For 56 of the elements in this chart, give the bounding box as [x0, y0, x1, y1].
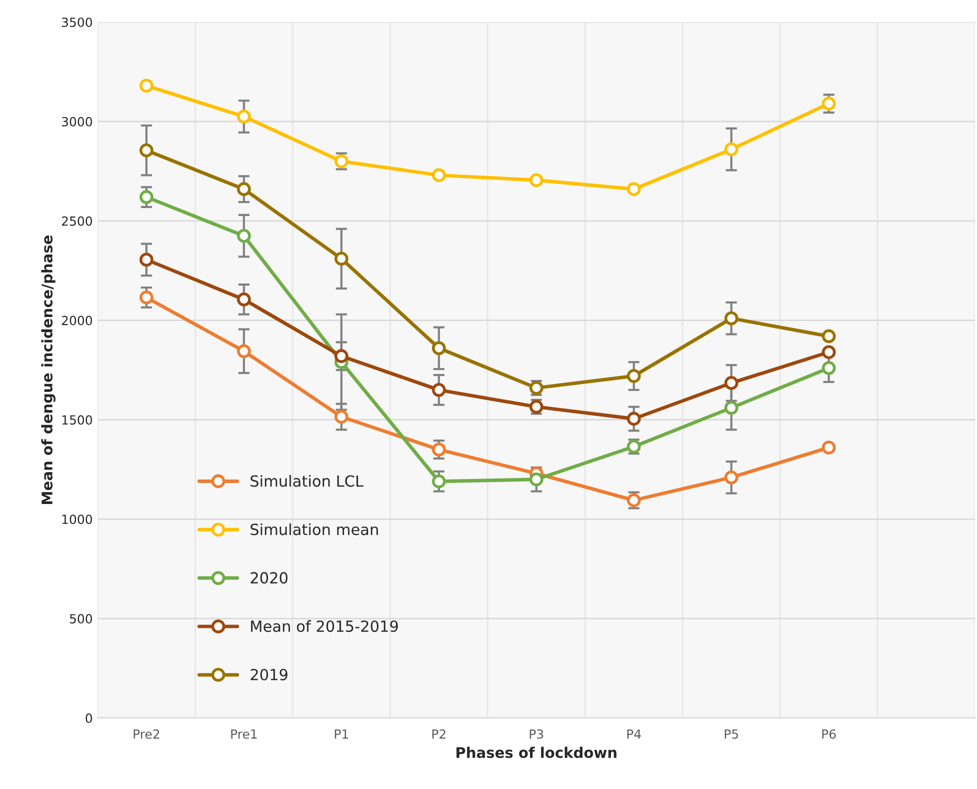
point [432, 442, 446, 457]
legend-label: Simulation LCL [250, 474, 364, 487]
point [529, 472, 544, 486]
x-tick-label: P6 [822, 729, 836, 739]
point [529, 173, 544, 188]
y-tick-label: 500 [70, 614, 92, 624]
y-tick-label: 3500 [62, 18, 92, 28]
point [236, 182, 251, 196]
point [822, 329, 836, 344]
point [432, 168, 446, 182]
point [236, 292, 251, 306]
y-tick-label: 2000 [62, 316, 92, 326]
point [724, 470, 738, 484]
point [334, 349, 348, 364]
point [822, 96, 836, 111]
point [334, 252, 348, 266]
point [139, 190, 154, 204]
point [236, 110, 251, 124]
y-tick-label: 3000 [62, 116, 92, 126]
x-tick-label: Pre2 [134, 729, 160, 739]
point [626, 412, 641, 426]
point [822, 440, 836, 455]
y-tick-label: 2500 [62, 216, 92, 226]
point [334, 410, 348, 424]
x-tick-label: P4 [627, 729, 641, 739]
point [724, 311, 738, 326]
point [822, 345, 836, 360]
point [432, 382, 446, 397]
x-axis-title: Phases of lockdown [456, 746, 616, 758]
point [139, 290, 154, 304]
x-tick-label: P1 [334, 729, 348, 739]
point [139, 143, 154, 158]
point [626, 182, 641, 196]
x-tick-label: Pre1 [231, 729, 257, 739]
legend-label: Mean of 2015-2019 [251, 620, 398, 632]
x-tick-label: P3 [530, 729, 544, 739]
legend-label: 2019 [250, 668, 288, 680]
point [724, 142, 738, 156]
y-tick-label: 1500 [62, 415, 92, 425]
point [139, 78, 154, 93]
x-tick-label: P5 [724, 729, 738, 739]
point [822, 361, 836, 375]
point [139, 252, 154, 267]
point [432, 474, 446, 488]
legend-label: Simulation mean [250, 523, 378, 536]
x-tick-label: P2 [432, 729, 446, 739]
legend-label: 2020 [250, 572, 288, 584]
point [236, 228, 251, 243]
point [724, 376, 738, 390]
point [724, 400, 738, 415]
point [236, 344, 251, 358]
point [432, 341, 446, 356]
point [626, 369, 641, 383]
y-tick-label: 0 [86, 713, 92, 723]
y-tick-label: 1000 [62, 514, 92, 524]
y-axis-title: Mean of dengue incidence/phase [41, 236, 56, 504]
